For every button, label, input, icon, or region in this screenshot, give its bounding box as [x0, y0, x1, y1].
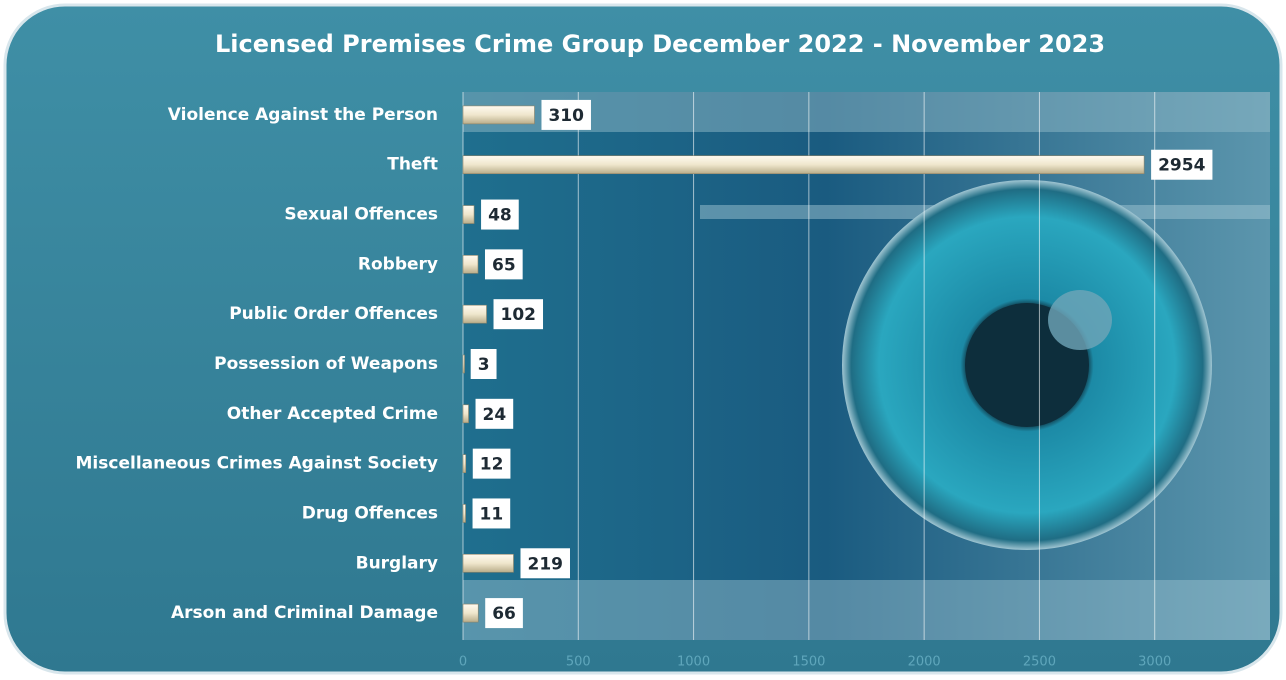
data-label: 102	[501, 305, 537, 325]
data-label: 12	[480, 455, 504, 475]
decoration	[463, 92, 1270, 132]
data-label-box	[520, 548, 570, 579]
data-label: 48	[488, 206, 512, 226]
data-label-box	[493, 299, 544, 330]
bar	[462, 504, 466, 523]
x-tick-label: 3000	[1138, 655, 1171, 670]
bar	[462, 404, 469, 424]
chart-title: Licensed Premises Crime Group December 2…	[215, 30, 1105, 58]
y-tick-label: Arson and Criminal Damage	[171, 603, 438, 623]
decoration	[463, 580, 1270, 640]
y-tick-label: Violence Against the Person	[168, 105, 438, 125]
decoration	[1048, 290, 1112, 350]
bar	[462, 354, 465, 374]
data-label-box	[472, 498, 511, 529]
bar	[462, 454, 467, 473]
bar	[462, 255, 479, 274]
plot-area	[463, 92, 1270, 640]
data-label: 66	[492, 604, 516, 624]
x-tick-label: 2500	[1023, 655, 1056, 670]
bar	[462, 105, 535, 125]
data-label-box	[484, 249, 523, 280]
data-label: 219	[527, 554, 563, 574]
x-tick-label: 2000	[908, 655, 941, 670]
y-tick-label: Other Accepted Crime	[227, 404, 438, 424]
x-tick-label: 500	[566, 655, 591, 670]
data-label: 3	[478, 355, 490, 375]
data-label: 24	[483, 405, 507, 425]
data-label-box	[472, 448, 511, 479]
data-label-box	[1151, 149, 1213, 180]
bar	[462, 155, 1145, 175]
y-tick-label: Burglary	[356, 553, 438, 573]
bar	[462, 553, 514, 573]
data-label-box	[541, 99, 591, 130]
bar	[462, 603, 479, 623]
data-label: 65	[492, 255, 516, 275]
y-tick-label: Sexual Offences	[284, 205, 438, 225]
y-tick-label: Miscellaneous Crimes Against Society	[76, 454, 438, 474]
data-label-box	[485, 598, 523, 629]
data-label-box	[470, 349, 497, 379]
data-label: 310	[548, 106, 584, 126]
y-tick-label: Robbery	[358, 254, 438, 274]
y-tick-label: Possession of Weapons	[214, 354, 438, 374]
data-label-box	[481, 199, 519, 230]
x-tick-label: 0	[459, 655, 467, 670]
bar	[462, 304, 487, 324]
y-tick-label: Theft	[387, 155, 438, 175]
y-tick-label: Public Order Offences	[229, 304, 438, 324]
bar	[462, 205, 475, 224]
data-label-box	[475, 398, 514, 429]
x-tick-label: 1500	[792, 655, 825, 670]
data-label: 11	[480, 504, 504, 524]
x-tick-label: 1000	[677, 655, 710, 670]
data-label: 2954	[1158, 156, 1205, 176]
y-tick-label: Drug Offences	[302, 503, 438, 523]
